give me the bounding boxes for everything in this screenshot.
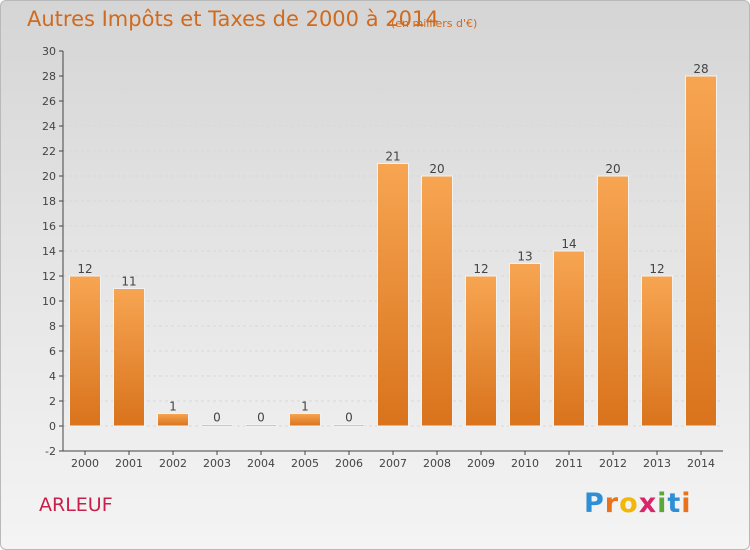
- x-tick-label: 2014: [687, 457, 715, 470]
- data-label: 13: [517, 250, 532, 264]
- y-tick-label: 26: [42, 95, 56, 108]
- data-label: 12: [473, 262, 488, 276]
- y-tick-label: 28: [42, 70, 56, 83]
- y-tick-label: 22: [42, 145, 56, 158]
- bar-2005: [289, 413, 321, 427]
- bar-2007: [377, 163, 409, 427]
- x-tick-label: 2008: [423, 457, 451, 470]
- x-tick-label: 2006: [335, 457, 363, 470]
- logo-letter: t: [667, 488, 682, 519]
- logo-letter: o: [619, 488, 639, 519]
- logo-letter: r: [604, 488, 620, 519]
- bar-2009: [465, 275, 497, 427]
- axes: [59, 50, 723, 455]
- x-tick-label: 2011: [555, 457, 583, 470]
- y-tick-label: 10: [42, 295, 56, 308]
- bar-2013: [641, 275, 673, 427]
- y-tick-label: 8: [49, 320, 56, 333]
- x-tick-label: 2004: [247, 457, 275, 470]
- bars: [69, 75, 717, 427]
- y-tick-label: 14: [42, 245, 56, 258]
- y-tick-label: 24: [42, 120, 56, 133]
- x-tick-label: 2001: [115, 457, 143, 470]
- y-tick-label: 12: [42, 270, 56, 283]
- bar-2003: [201, 424, 233, 427]
- bar-2012: [597, 175, 629, 427]
- y-tick-label: 20: [42, 170, 56, 183]
- data-label: 1: [301, 400, 309, 414]
- data-label: 20: [429, 162, 444, 176]
- y-tick-label: 30: [42, 45, 56, 58]
- x-tick-label: 2012: [599, 457, 627, 470]
- y-tick-label: 4: [49, 370, 56, 383]
- logo-letter: x: [638, 488, 658, 519]
- y-tick-label: 6: [49, 345, 56, 358]
- bar-2004: [245, 424, 277, 427]
- labels: -202468101214161820222426283020001220011…: [42, 45, 715, 470]
- x-tick-label: 2003: [203, 457, 231, 470]
- x-tick-label: 2010: [511, 457, 539, 470]
- bar-2010: [509, 263, 541, 427]
- bar-2014: [685, 75, 717, 427]
- logo-letter: i: [657, 488, 668, 519]
- y-tick-label: 16: [42, 220, 56, 233]
- chart-subtitle: (en milliers d'€): [391, 17, 478, 30]
- data-label: 0: [345, 411, 353, 425]
- chart-title: Autres Impôts et Taxes de 2000 à 2014: [27, 7, 439, 31]
- bar-2008: [421, 175, 453, 427]
- y-tick-label: 18: [42, 195, 56, 208]
- data-label: 14: [561, 237, 576, 251]
- x-tick-label: 2013: [643, 457, 671, 470]
- data-label: 11: [121, 275, 136, 289]
- y-tick-label: -2: [45, 445, 56, 458]
- x-tick-label: 2005: [291, 457, 319, 470]
- y-tick-label: 0: [49, 420, 56, 433]
- bar-2001: [113, 288, 145, 427]
- bar-2011: [553, 250, 585, 427]
- chart-title-text: Autres Impôts et Taxes de 2000 à 2014: [27, 7, 439, 31]
- logo-letter: P: [584, 488, 605, 519]
- data-label: 0: [213, 411, 221, 425]
- data-label: 12: [649, 262, 664, 276]
- commune-name: ARLEUF: [39, 494, 113, 516]
- bar-2000: [69, 275, 101, 427]
- x-tick-label: 2009: [467, 457, 495, 470]
- x-tick-label: 2000: [71, 457, 99, 470]
- data-label: 1: [169, 400, 177, 414]
- y-tick-label: 2: [49, 395, 56, 408]
- data-label: 28: [693, 62, 708, 76]
- x-tick-label: 2002: [159, 457, 187, 470]
- proxiti-logo[interactable]: Proxiti: [584, 488, 692, 519]
- data-label: 12: [77, 262, 92, 276]
- bar-2002: [157, 413, 189, 427]
- logo-letter: i: [681, 488, 692, 519]
- data-label: 20: [605, 162, 620, 176]
- bar-2006: [333, 424, 365, 427]
- x-tick-label: 2007: [379, 457, 407, 470]
- data-label: 0: [257, 411, 265, 425]
- data-label: 21: [385, 150, 400, 164]
